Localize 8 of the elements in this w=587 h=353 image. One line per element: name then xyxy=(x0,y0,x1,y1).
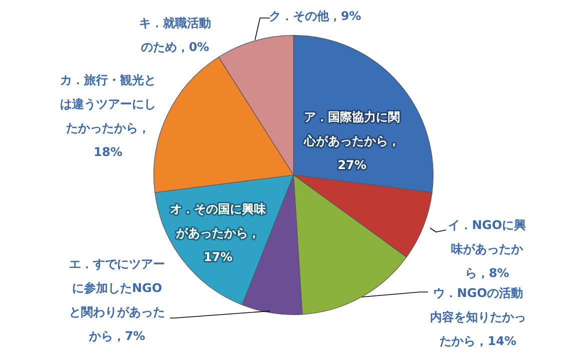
slice-label: ウ．NGOの活動内容を知りたかったから，14% xyxy=(430,286,526,348)
slice-label: ア．国際協力に関心があったから，27% xyxy=(303,110,400,172)
slice-label: ク．その他，9% xyxy=(268,9,362,24)
slice-label: カ．旅行・観光とは違うツアーにしたかったから，18% xyxy=(60,73,156,160)
category-label: キ．就職活動のため，0% xyxy=(139,16,211,54)
slice-label: オ．その国に興味があったから，17% xyxy=(170,202,267,264)
slice-label: イ．NGOに興味があったから，8% xyxy=(448,218,526,280)
slice-label: エ．すでにツアーに参加したNGOと関わりがあったから，7% xyxy=(69,257,165,344)
